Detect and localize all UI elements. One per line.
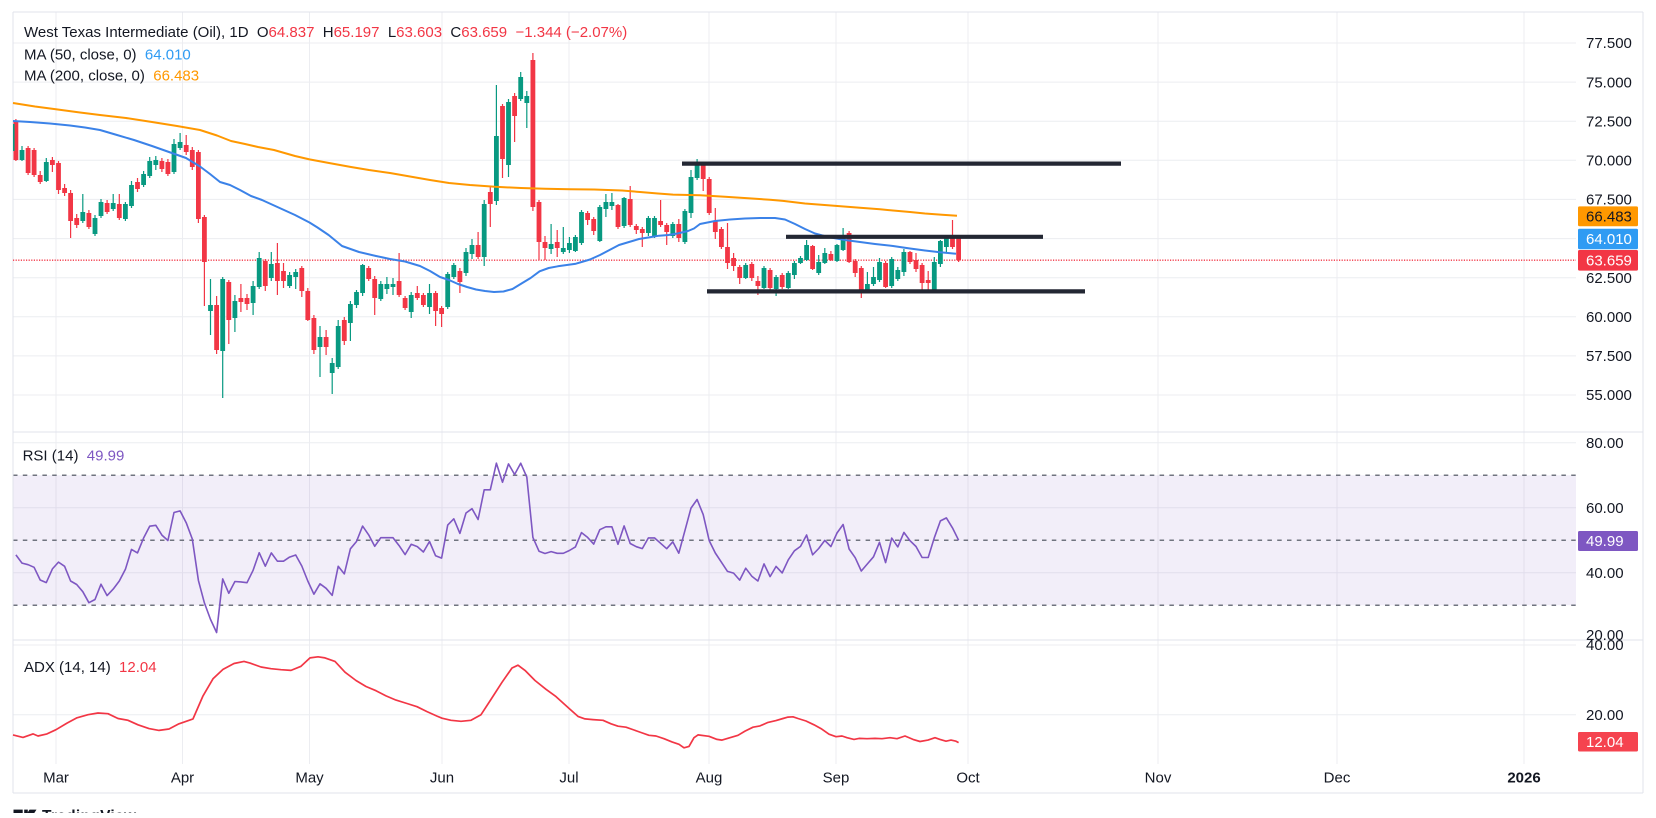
svg-text:63.659: 63.659 [1586,253,1632,270]
svg-text:Jul: Jul [559,770,578,787]
svg-text:2026: 2026 [1507,770,1540,787]
svg-text:67.500: 67.500 [1586,192,1632,209]
svg-text:May: May [295,770,324,787]
svg-text:20.00: 20.00 [1586,707,1624,724]
svg-text:TradingView: TradingView [42,808,137,813]
svg-text:80.00: 80.00 [1586,435,1624,452]
svg-text:West Texas Intermediate (Oil),: West Texas Intermediate (Oil), 1D O64.83… [24,24,627,41]
svg-text:Sep: Sep [823,770,850,787]
svg-text:75.000: 75.000 [1586,74,1632,91]
svg-text:RSI (14) 49.99: RSI (14) 49.99 [23,448,125,465]
svg-text:49.99: 49.99 [1586,533,1624,550]
svg-text:20.00: 20.00 [1586,627,1624,644]
svg-text:Oct: Oct [956,770,980,787]
svg-text:62.500: 62.500 [1586,270,1632,287]
svg-text:MA (200, close, 0) 66.483: MA (200, close, 0) 66.483 [24,67,199,84]
svg-text:55.000: 55.000 [1586,387,1632,404]
svg-text:72.500: 72.500 [1586,113,1632,130]
svg-text:70.000: 70.000 [1586,153,1632,170]
svg-text:40.00: 40.00 [1586,637,1624,654]
svg-text:77.500: 77.500 [1586,35,1632,52]
svg-text:66.483: 66.483 [1586,209,1632,226]
svg-text:60.00: 60.00 [1586,500,1624,517]
svg-text:Mar: Mar [43,770,69,787]
svg-text:Nov: Nov [1145,770,1172,787]
svg-text:MA (50, close, 0) 64.010: MA (50, close, 0) 64.010 [24,46,191,63]
svg-text:Jun: Jun [430,770,454,787]
svg-text:ADX (14, 14) 12.04: ADX (14, 14) 12.04 [24,659,157,676]
svg-text:12.04: 12.04 [1586,734,1624,751]
svg-text:Aug: Aug [696,770,723,787]
svg-text:40.00: 40.00 [1586,565,1624,582]
svg-text:60.000: 60.000 [1586,309,1632,326]
svg-text:57.500: 57.500 [1586,348,1632,365]
svg-text:Apr: Apr [171,770,194,787]
svg-text:64.010: 64.010 [1586,231,1632,248]
svg-text:Dec: Dec [1324,770,1351,787]
